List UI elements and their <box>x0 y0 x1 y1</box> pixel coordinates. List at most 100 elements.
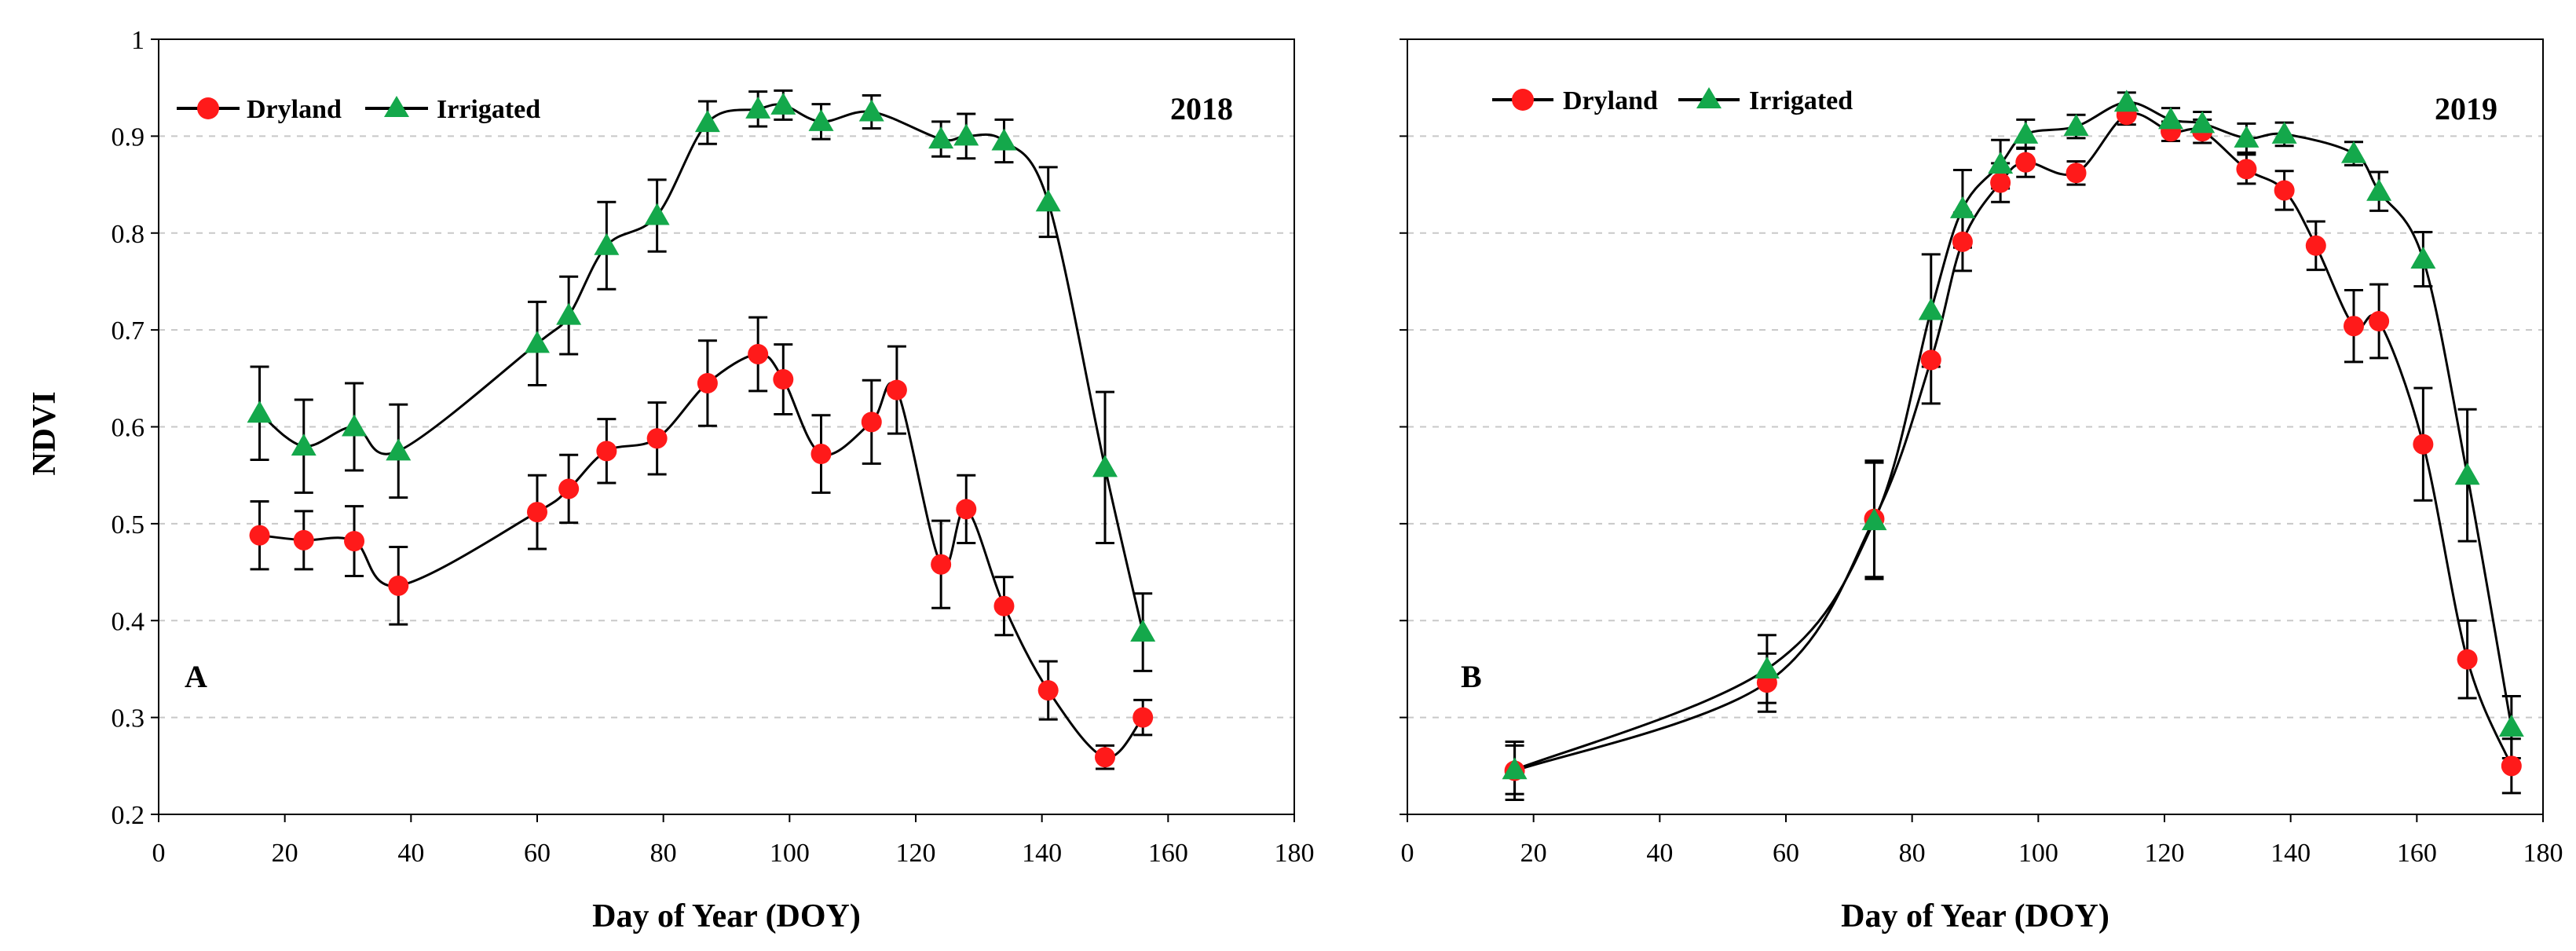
panel-b: 0 20 40 60 80 100 120 140 160 180 Day of Year (DO… <box>1400 38 2563 935</box>
x-tick-label-a: 100 <box>770 839 810 868</box>
point-irrigated-a <box>1092 455 1118 477</box>
x-tick-label-b: 120 <box>2145 839 2185 868</box>
series-a <box>247 89 1156 770</box>
legend-b: Dryland Irrigated <box>1492 86 1853 115</box>
grid-lines-a <box>159 135 1294 719</box>
y-axis-title: NDVI <box>27 391 63 475</box>
point-irrigated-a <box>525 331 550 353</box>
x-tick-label-b: 0 <box>1401 839 1414 868</box>
point-irrigated-a <box>342 414 368 437</box>
point-dryland-a <box>1132 707 1154 728</box>
legend-label-irrigated-b: Irrigated <box>1749 86 1853 115</box>
point-dryland-a <box>956 499 977 520</box>
x-tick-label-b: 140 <box>2270 839 2311 868</box>
y-tick-label-a: 0.6 <box>112 414 145 443</box>
point-irrigated-a <box>556 302 582 325</box>
point-irrigated-a <box>247 401 273 423</box>
y-tick-label-a: 0.3 <box>112 704 145 733</box>
x-tick-label-b: 20 <box>1520 839 1547 868</box>
x-axis-title-a: Day of Year (DOY) <box>592 898 861 935</box>
x-tick-label-a: 140 <box>1022 839 1062 868</box>
x-ticks-b: 0 20 40 60 80 100 120 140 160 180 <box>1401 814 2563 868</box>
legend-label-irrigated-a: Irrigated <box>437 95 540 124</box>
point-dryland-b <box>1952 231 1973 252</box>
year-label-b: 2019 <box>2435 91 2497 126</box>
point-dryland-b <box>2015 152 2036 173</box>
point-dryland-a <box>293 529 314 550</box>
x-tick-label-a: 40 <box>397 839 424 868</box>
point-irrigated-a <box>386 438 412 461</box>
x-tick-label-b: 60 <box>1773 839 1799 868</box>
series-line-irrigated-b <box>1514 101 2513 771</box>
point-irrigated-a <box>694 110 720 133</box>
point-dryland-a <box>886 379 907 401</box>
point-dryland-a <box>773 369 794 390</box>
point-irrigated-b <box>1988 152 2014 174</box>
y-tick-label-a: 0.5 <box>112 510 145 540</box>
point-dryland-b <box>2066 163 2087 184</box>
y-ticks-a: 0.2 0.3 0.4 0.5 0.6 0.7 0.8 0.9 1 <box>112 26 159 830</box>
y-tick-label-a: 0.4 <box>112 607 145 636</box>
point-dryland-b <box>2305 235 2326 256</box>
x-tick-label-b: 180 <box>2523 839 2563 868</box>
point-irrigated-b <box>1861 508 1887 531</box>
point-dryland-a <box>1037 680 1059 701</box>
y-tick-label-a: 0.9 <box>112 123 145 152</box>
x-tick-label-a: 0 <box>152 839 166 868</box>
x-tick-label-b: 100 <box>2018 839 2058 868</box>
legend-marker-dryland-b <box>1512 89 1534 111</box>
x-tick-label-b: 160 <box>2397 839 2437 868</box>
x-tick-label-a: 160 <box>1148 839 1188 868</box>
series-line-irrigated-a <box>258 103 1144 633</box>
y-tick-label-a: 0.2 <box>112 801 145 830</box>
point-dryland-b <box>1990 172 2011 193</box>
point-dryland-a <box>249 525 270 546</box>
legend-marker-irrigated-b <box>1696 87 1722 108</box>
point-dryland-b <box>2236 159 2257 180</box>
y-tick-label-a: 1 <box>131 26 145 55</box>
point-dryland-b <box>2344 316 2364 337</box>
point-dryland-a <box>527 502 547 523</box>
point-dryland-a <box>646 428 668 449</box>
point-irrigated-b <box>1918 298 1944 320</box>
series-line-dryland-b <box>1514 112 2513 772</box>
point-irrigated-a <box>594 232 620 255</box>
panel-a: 0.2 0.3 0.4 0.5 0.6 0.7 0.8 0.9 1 0 20 40 60 80 100 12… <box>112 26 1315 935</box>
point-dryland-a <box>344 531 365 552</box>
x-tick-label-a: 20 <box>272 839 298 868</box>
point-irrigated-a <box>644 203 670 225</box>
point-irrigated-a <box>291 433 317 456</box>
point-irrigated-b <box>2498 714 2524 737</box>
x-ticks-a: 0 20 40 60 80 100 120 140 160 180 <box>152 814 1315 868</box>
point-irrigated-b <box>2454 463 2480 485</box>
point-irrigated-a <box>858 99 884 122</box>
x-axis-title-b: Day of Year (DOY) <box>1841 898 2109 935</box>
point-irrigated-b <box>2190 111 2216 134</box>
series-b <box>1502 90 2524 801</box>
x-tick-label-a: 180 <box>1275 839 1315 868</box>
y-tick-label-a: 0.8 <box>112 220 145 249</box>
point-irrigated-a <box>928 126 954 149</box>
legend-label-dryland-b: Dryland <box>1563 86 1658 115</box>
panel-label-a: A <box>185 659 207 694</box>
y-tick-label-a: 0.7 <box>112 316 145 346</box>
point-irrigated-a <box>770 92 796 115</box>
point-irrigated-b <box>2410 247 2436 269</box>
point-irrigated-b <box>1502 757 1528 780</box>
legend-a: Dryland Irrigated <box>177 95 540 124</box>
point-irrigated-b <box>2013 121 2039 144</box>
point-irrigated-b <box>2234 125 2259 148</box>
point-irrigated-a <box>745 96 771 119</box>
legend-marker-dryland-a <box>197 97 219 119</box>
point-dryland-b <box>2413 433 2434 455</box>
point-irrigated-a <box>991 128 1017 151</box>
panel-label-b: B <box>1461 659 1482 694</box>
point-dryland-a <box>558 478 580 499</box>
point-dryland-b <box>2501 755 2522 777</box>
y-ticks-b <box>1400 38 1407 815</box>
point-irrigated-b <box>1949 196 1975 218</box>
point-irrigated-a <box>953 123 979 146</box>
x-tick-label-b: 80 <box>1899 839 1926 868</box>
x-tick-label-a: 120 <box>896 839 936 868</box>
